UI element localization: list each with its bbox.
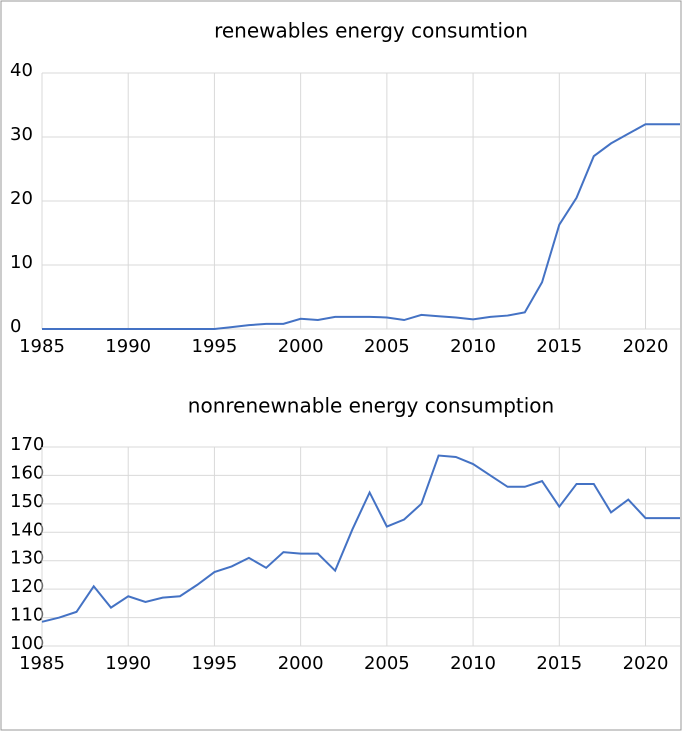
x-tick-label: 1990	[105, 653, 151, 674]
x-tick-label: 2005	[364, 336, 410, 357]
x-tick-label: 2020	[623, 336, 669, 357]
y-tick-label: 100	[10, 633, 44, 654]
y-tick-label: 130	[10, 548, 44, 569]
y-tick-label: 120	[10, 576, 44, 597]
data-line	[41, 454, 680, 623]
x-tick-label: 2005	[364, 653, 410, 674]
x-tick-label: 1990	[105, 336, 151, 357]
x-tick-label: 1985	[19, 653, 65, 674]
x-tick-label: 1985	[19, 336, 65, 357]
y-tick-label: 20	[10, 188, 33, 209]
chart-title: nonrenewnable energy consumption	[188, 394, 554, 418]
x-tick-label: 2010	[450, 653, 496, 674]
y-tick-label: 30	[10, 124, 33, 145]
y-tick-label: 110	[10, 605, 44, 626]
x-tick-label: 1995	[192, 653, 238, 674]
y-tick-label: 0	[10, 316, 21, 337]
y-tick-label: 140	[10, 519, 44, 540]
y-tick-label: 160	[10, 462, 44, 483]
x-tick-label: 2015	[536, 336, 582, 357]
chart-title: renewables energy consumtion	[214, 19, 528, 43]
data-line	[42, 123, 680, 330]
x-tick-label: 2020	[623, 653, 669, 674]
x-tick-label: 1995	[192, 336, 238, 357]
y-tick-label: 10	[10, 252, 33, 273]
x-tick-label: 2010	[450, 336, 496, 357]
y-tick-label: 150	[10, 491, 44, 512]
y-tick-label: 170	[10, 434, 44, 455]
x-tick-label: 2015	[536, 653, 582, 674]
x-tick-label: 2000	[278, 653, 324, 674]
x-tick-label: 2000	[278, 336, 324, 357]
y-tick-label: 40	[10, 60, 33, 81]
